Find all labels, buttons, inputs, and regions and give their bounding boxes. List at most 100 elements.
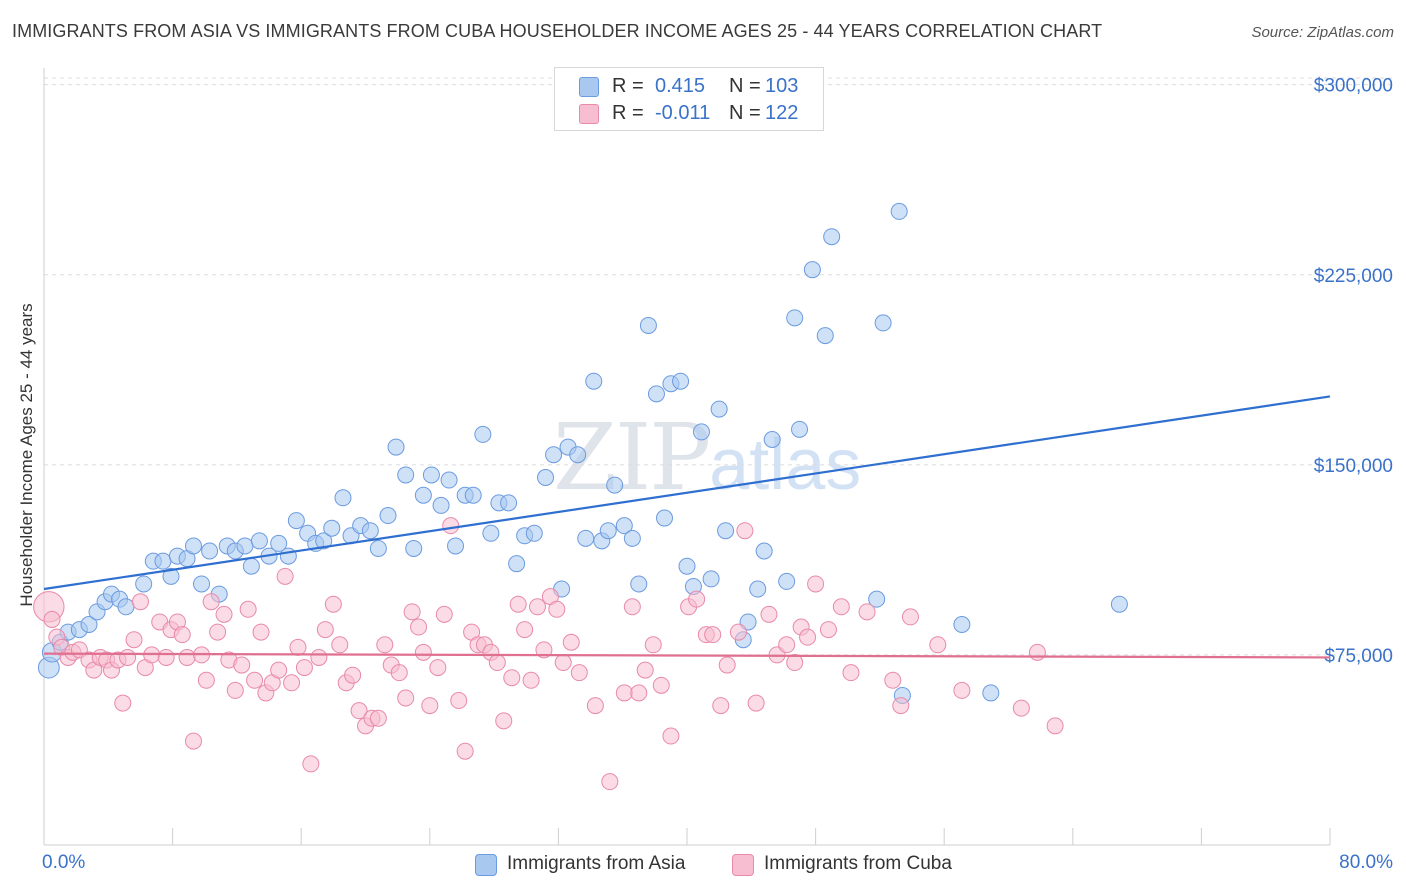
data-point-asia [315,532,333,550]
data-point-cuba [901,608,919,626]
data-point-asia [672,372,690,390]
data-point-asia [823,228,841,246]
data-point-cuba [376,636,394,654]
data-point-cuba [331,636,349,654]
data-point-cuba [295,659,313,677]
r-label: R = [612,102,644,124]
data-point-asia [791,420,809,438]
data-point-asia [755,542,773,560]
data-point-cuba [688,590,706,608]
data-point-cuba [488,654,506,672]
chart-title: IMMIGRANTS FROM ASIA VS IMMIGRANTS FROM … [12,21,1103,41]
n-label: N = [729,75,761,97]
data-point-asia [184,537,202,555]
r-value: 0.415 [655,75,706,97]
y-tick-label: $300,000 [1314,76,1393,97]
data-point-asia [334,489,352,507]
data-point-cuba [929,636,947,654]
data-point-cuba [202,593,220,611]
data-point-asia [405,539,423,557]
data-point-asia [585,372,603,390]
data-point-cuba [736,522,754,540]
data-point-cuba [807,575,825,593]
data-point-asia [270,534,288,552]
data-point-asia [623,529,641,547]
data-point-cuba [630,684,648,702]
data-point-asia [397,466,415,484]
data-point-asia [440,471,458,489]
data-point-asia [749,580,767,598]
data-point-cuba [516,621,534,639]
data-point-cuba [114,694,132,712]
data-point-asia [545,446,563,464]
data-point-cuba [421,697,439,715]
data-point-asia [422,466,440,484]
data-point-cuba [623,598,641,616]
data-point-asia [615,517,633,535]
trend-line-cuba [43,652,1331,659]
data-point-cuba [832,598,850,616]
data-point-cuba [246,671,264,689]
data-point-asia [982,684,1000,702]
data-point-asia [474,425,492,443]
data-point-asia [569,446,587,464]
data-point-asia [447,537,465,555]
data-point-asia [242,557,260,575]
data-point-cuba [953,681,971,699]
data-point-cuba [226,681,244,699]
data-point-cuba [442,517,460,535]
data-point-asia [717,522,735,540]
data-point-asia [702,570,720,588]
data-point-cuba [252,623,270,641]
data-point-cuba [184,732,202,750]
data-point-cuba [350,702,368,720]
data-point-cuba [570,664,588,682]
legend-swatch-cuba [579,104,599,124]
data-point-cuba [289,638,307,656]
data-point-asia [786,309,804,327]
data-point-asia [763,430,781,448]
n-label: N = [729,102,761,124]
y-tick-label: $150,000 [1314,456,1393,477]
correlation-legend: R = 0.415 N = 103 R = -0.011 N = 122 [554,67,824,131]
x-tick-min: 0.0% [42,852,86,873]
r-value: -0.011 [655,102,711,124]
data-point-asia [135,575,153,593]
data-point-cuba [131,593,149,611]
data-point-cuba [529,598,547,616]
y-tick-label: $75,000 [1324,646,1393,667]
data-point-cuba [125,631,143,649]
data-point-cuba [450,692,468,710]
data-point-asia [80,616,98,634]
data-point-asia [482,524,500,542]
trend-line-asia [43,395,1331,591]
data-point-cuba [178,648,196,666]
r-label: R = [612,75,644,97]
data-point-cuba [197,671,215,689]
y-axis-label: Householder Income Ages 25 - 44 years [17,303,36,607]
data-point-asia [678,557,696,575]
data-point-cuba [369,709,387,727]
data-point-cuba [662,727,680,745]
x-tick-max: 80.0% [1339,852,1393,873]
data-point-asia [953,616,971,634]
data-point-cuba [586,697,604,715]
data-point-cuba [1046,717,1064,735]
data-point-cuba [601,773,619,791]
data-point-cuba [324,595,342,613]
legend-label-asia: Immigrants from Asia [507,853,686,874]
data-point-cuba [747,694,765,712]
data-point-asia [606,476,624,494]
data-point-asia [414,486,432,504]
data-point-cuba [718,656,736,674]
data-point-cuba [397,689,415,707]
legend-label-cuba: Immigrants from Cuba [764,853,952,874]
data-point-asia [803,261,821,279]
data-point-asia [868,590,886,608]
data-point-cuba [548,600,566,618]
data-point-cuba [799,628,817,646]
data-point-asia [162,567,180,585]
data-point-cuba [704,626,722,644]
data-point-cuba [615,684,633,702]
